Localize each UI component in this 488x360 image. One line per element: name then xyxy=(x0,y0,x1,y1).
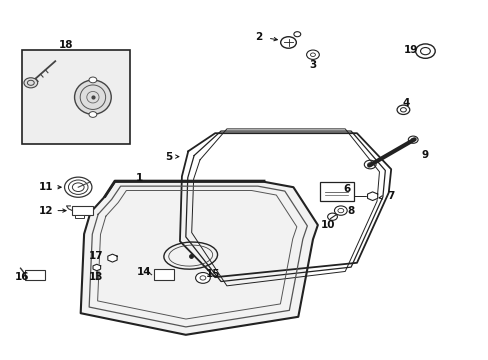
Bar xyxy=(320,182,353,201)
Text: 10: 10 xyxy=(320,220,334,230)
Text: 1: 1 xyxy=(136,173,142,183)
Circle shape xyxy=(327,213,337,220)
Text: 5: 5 xyxy=(165,152,172,162)
Text: 19: 19 xyxy=(403,45,417,55)
Text: 2: 2 xyxy=(255,32,262,42)
Circle shape xyxy=(396,105,409,114)
Bar xyxy=(72,206,93,215)
Text: 17: 17 xyxy=(89,251,103,261)
Text: 6: 6 xyxy=(343,184,350,194)
Text: 18: 18 xyxy=(59,40,73,50)
Ellipse shape xyxy=(74,80,111,114)
Circle shape xyxy=(280,37,296,48)
Text: 16: 16 xyxy=(15,272,30,282)
Circle shape xyxy=(195,273,210,283)
Bar xyxy=(25,270,45,280)
Polygon shape xyxy=(367,192,377,201)
Text: 7: 7 xyxy=(386,191,394,201)
Circle shape xyxy=(306,50,319,59)
Text: 8: 8 xyxy=(346,206,353,216)
Text: 15: 15 xyxy=(205,269,220,279)
Text: 13: 13 xyxy=(89,272,103,282)
Circle shape xyxy=(293,32,300,37)
Polygon shape xyxy=(107,254,117,262)
Polygon shape xyxy=(81,182,317,335)
Bar xyxy=(22,50,129,144)
Text: 4: 4 xyxy=(401,98,409,108)
Text: 3: 3 xyxy=(309,60,316,70)
Circle shape xyxy=(89,112,97,117)
Text: 14: 14 xyxy=(137,267,151,277)
Circle shape xyxy=(24,78,38,88)
Circle shape xyxy=(89,77,97,83)
Text: 9: 9 xyxy=(421,150,428,160)
Polygon shape xyxy=(93,264,101,271)
Bar xyxy=(75,215,83,218)
Text: 12: 12 xyxy=(39,206,54,216)
Bar xyxy=(154,269,173,280)
Text: 11: 11 xyxy=(39,182,54,192)
Circle shape xyxy=(334,206,346,215)
